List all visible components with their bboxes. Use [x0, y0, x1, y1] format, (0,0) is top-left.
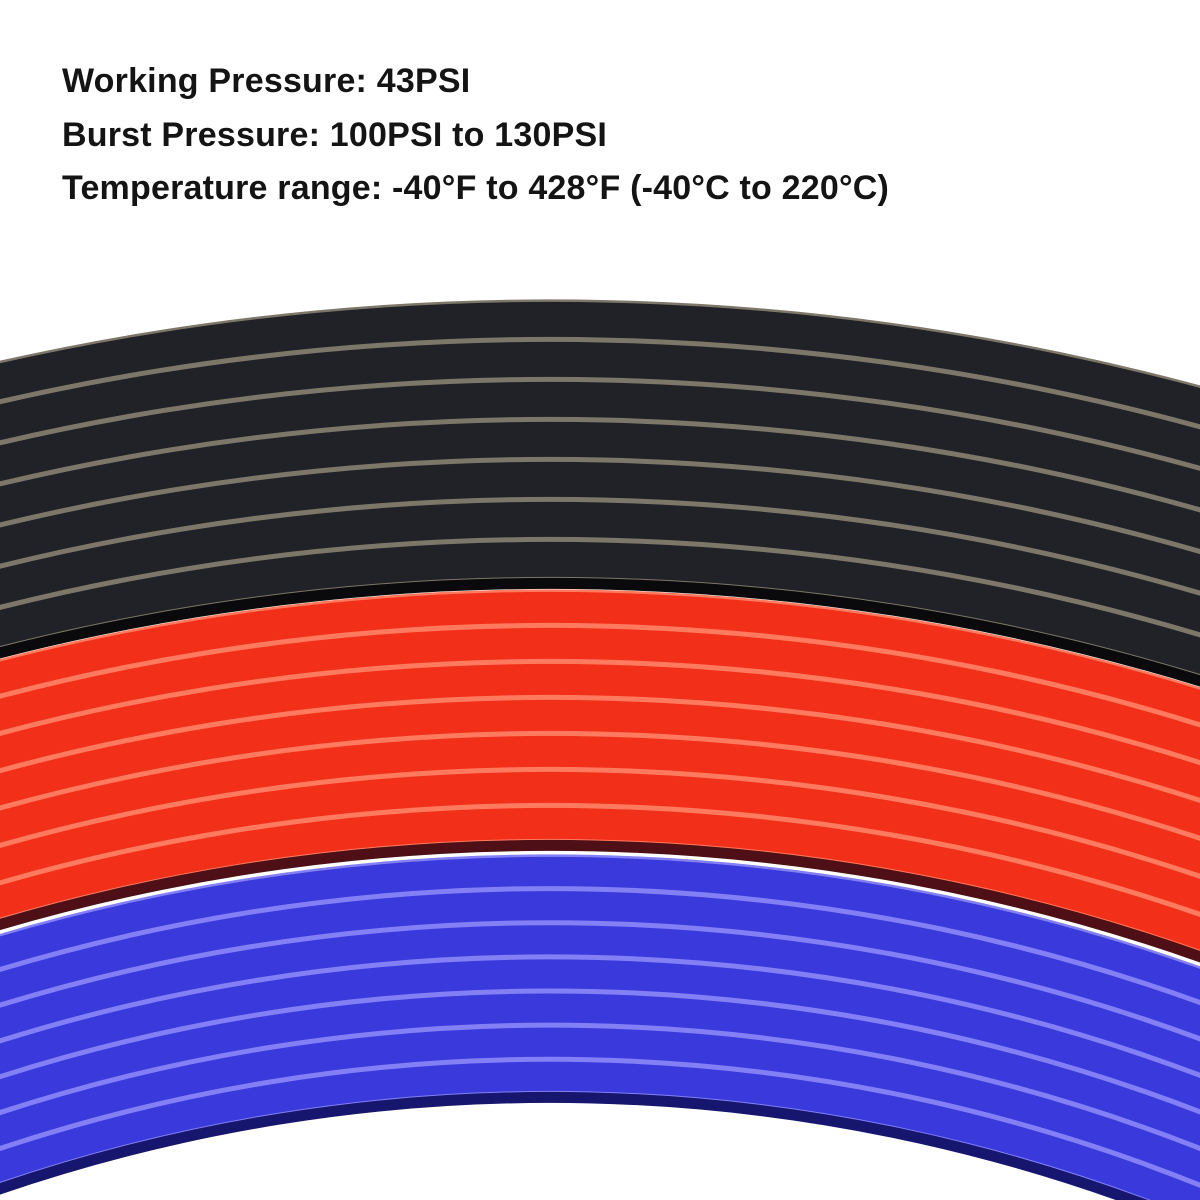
spec-line-working-pressure: Working Pressure: 43PSI — [62, 62, 471, 100]
hose-strand — [0, 959, 1200, 1200]
hose-strand — [0, 1061, 1200, 1200]
hose-strand — [0, 993, 1200, 1200]
hose-band-black-silicone-hose-coil — [0, 299, 1200, 1200]
hose-strand — [0, 891, 1200, 1200]
hose-strand — [0, 735, 1200, 1200]
hose-strand — [0, 771, 1200, 1200]
hose-band-shadow — [0, 839, 1200, 1200]
hose-coil-group — [0, 299, 1200, 1200]
hose-strand — [0, 807, 1200, 1200]
hose-band-shadow — [0, 1091, 1200, 1200]
hose-strand — [0, 341, 1200, 1200]
hose-strand — [0, 1027, 1200, 1200]
hose-strand — [0, 627, 1200, 1200]
hose-strand — [0, 421, 1200, 1200]
hose-strand — [0, 856, 1200, 1200]
hose-strand — [0, 925, 1200, 1200]
hose-strand — [0, 461, 1200, 1200]
hose-band-blue-silicone-hose-coil — [0, 854, 1200, 1200]
hose-strand — [0, 301, 1200, 1200]
hose-strand — [0, 381, 1200, 1200]
spec-line-burst-pressure: Burst Pressure: 100PSI to 130PSI — [62, 115, 607, 154]
hose-strand — [0, 663, 1200, 1200]
spec-line-temperature-range: Temperature range: -40°F to 428°F (-40°C… — [62, 169, 890, 208]
hose-strand — [0, 699, 1200, 1200]
spec-text-block: Working Pressure: 43PSI Burst Pressure: … — [62, 62, 890, 225]
hose-strand — [0, 501, 1200, 1200]
hose-band-red-silicone-hose-coil — [0, 589, 1200, 1200]
hose-strand — [0, 591, 1200, 1200]
hose-strand — [0, 541, 1200, 1200]
hose-band-shadow — [0, 577, 1200, 1200]
